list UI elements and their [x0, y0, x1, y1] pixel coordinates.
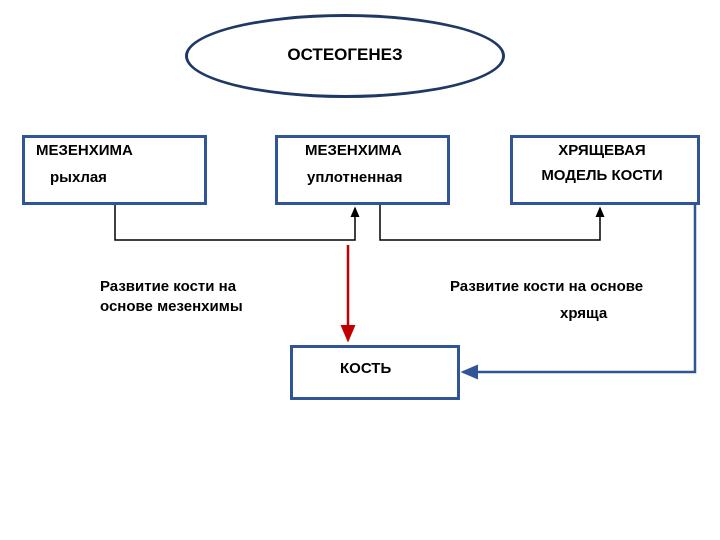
- box-cartilage-model-inner: ХРЯЩЕВАЯ МОДЕЛЬ КОСТИ: [518, 140, 686, 198]
- label-dev-cartilage-1: Развитие кости на основе: [450, 278, 643, 295]
- mid-line2: уплотненная: [307, 169, 403, 186]
- left-line1: МЕЗЕНХИМА: [36, 142, 133, 159]
- connector-mid-to-right: [380, 205, 600, 240]
- bone-text: КОСТЬ: [340, 360, 391, 377]
- right-line1: ХРЯЩЕВАЯ: [558, 142, 645, 159]
- left-line2: рыхлая: [50, 169, 107, 186]
- mid-line1: МЕЗЕНХИМА: [305, 142, 402, 159]
- label-dev-cartilage-2: хряща: [560, 305, 607, 322]
- title-text: ОСТЕОГЕНЕЗ: [287, 45, 402, 65]
- connector-left-to-mid: [115, 205, 355, 240]
- box-mesenchyme-loose-inner: МЕЗЕНХИМА рыхлая: [30, 140, 190, 198]
- box-mesenchyme-dense-inner: МЕЗЕНХИМА уплотненная: [283, 140, 433, 198]
- diagram-canvas: ОСТЕОГЕНЕЗ МЕЗЕНХИМА рыхлая МЕЗЕНХИМА уп…: [0, 0, 720, 540]
- title-box: ОСТЕОГЕНЕЗ: [235, 38, 455, 72]
- right-line2: МОДЕЛЬ КОСТИ: [541, 167, 662, 184]
- label-dev-mesenchyme-1: Развитие кости на: [100, 278, 236, 295]
- label-dev-mesenchyme-2: основе мезенхимы: [100, 298, 243, 315]
